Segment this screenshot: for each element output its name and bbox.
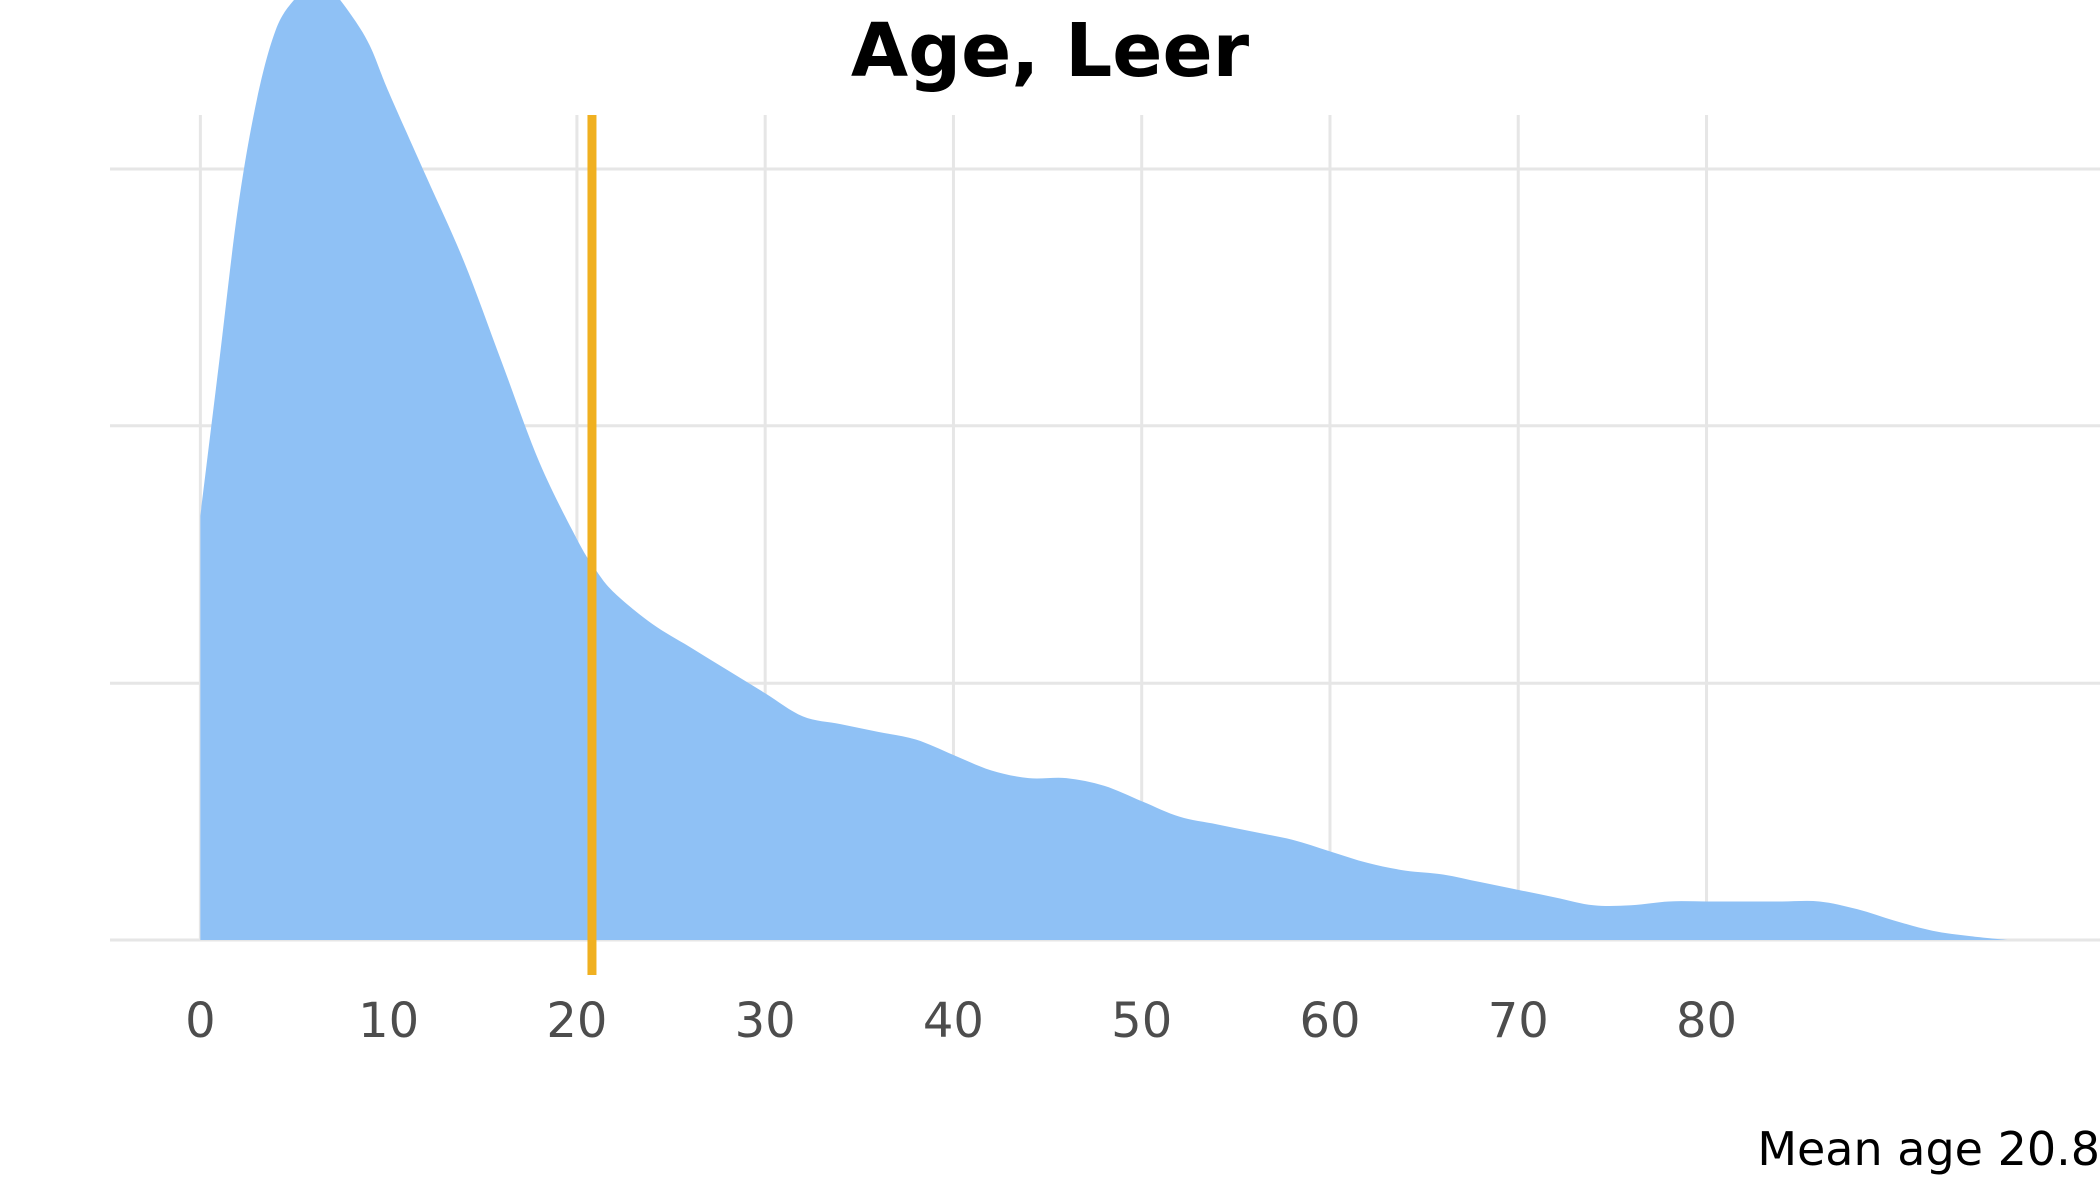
x-tick-label-1: 10 xyxy=(358,993,419,1049)
x-tick-label-5: 50 xyxy=(1111,993,1172,1049)
x-tick-label-0: 0 xyxy=(185,993,216,1049)
x-tick-label-6: 60 xyxy=(1299,993,1360,1049)
x-tick-label-4: 40 xyxy=(923,993,984,1049)
x-tick-label-7: 70 xyxy=(1488,993,1549,1049)
chart-title: Age, Leer xyxy=(850,8,1250,94)
density-area xyxy=(200,0,2008,940)
mean-age-caption: Mean age 20.8 xyxy=(1757,1122,2100,1176)
x-tick-label-8: 80 xyxy=(1676,993,1737,1049)
x-tick-label-2: 20 xyxy=(546,993,607,1049)
x-tick-label-3: 30 xyxy=(735,993,796,1049)
x-axis-tick-labels: 0 10 20 30 40 50 60 70 80 xyxy=(185,993,1737,1049)
